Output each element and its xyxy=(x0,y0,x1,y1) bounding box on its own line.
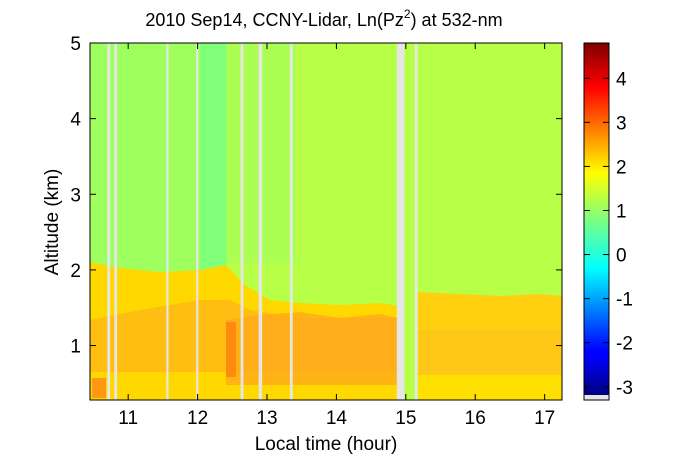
data-gap-3 xyxy=(166,43,169,400)
data-gap-8 xyxy=(396,43,405,400)
x-tick-label-13: 13 xyxy=(256,408,277,429)
colorbar-tick-label-2: 2 xyxy=(616,157,627,178)
y-tick-label-5: 5 xyxy=(70,34,81,55)
y-axis-label: Altitude (km) xyxy=(42,169,63,276)
surface-layer-late xyxy=(418,375,562,400)
x-tick-label-15: 15 xyxy=(395,408,416,429)
colorbar-frame xyxy=(583,42,610,401)
chart-title: 2010 Sep14, CCNY-Lidar, Ln(Pz2) at 532-n… xyxy=(145,7,502,30)
data-gap-4 xyxy=(196,43,199,400)
colorbar: -3 -2 -1 0 1 2 3 4 xyxy=(583,42,633,401)
data-gap-5 xyxy=(240,43,244,400)
chart-title-superscript: 2 xyxy=(404,7,411,21)
data-gap-6 xyxy=(258,43,263,400)
colorbar-tick-label--2: -2 xyxy=(616,334,633,355)
colorbar-gap-swatch xyxy=(584,395,609,400)
y-axis-ticks: 1 2 3 4 5 xyxy=(70,34,562,358)
data-gap-7 xyxy=(289,43,293,400)
boundary-layer-lower-late xyxy=(418,330,562,375)
x-tick-label-14: 14 xyxy=(326,408,348,429)
upper-green-band xyxy=(90,43,296,273)
green-region-midday xyxy=(200,43,227,273)
data-gaps xyxy=(107,43,418,400)
x-axis-ticks: 11 12 13 14 15 16 17 xyxy=(118,43,555,429)
colorbar-tick-label-1: 1 xyxy=(616,201,627,222)
y-tick-label-3: 3 xyxy=(70,185,81,206)
y-tick-label-2: 2 xyxy=(70,261,81,282)
colorbar-tick-label-4: 4 xyxy=(616,69,627,90)
y-tick-label-1: 1 xyxy=(70,337,81,358)
colorbar-ticks: -3 -2 -1 0 1 2 3 4 xyxy=(584,69,633,399)
hotspot-noon xyxy=(226,322,236,377)
chart-title-end: ) at 532-nm xyxy=(411,10,503,30)
hotspot-early xyxy=(92,378,106,398)
colorbar-gradient xyxy=(584,43,609,395)
colorbar-tick-label-3: 3 xyxy=(616,113,627,134)
y-tick-label-4: 4 xyxy=(70,110,81,131)
boundary-layer-dense-mid xyxy=(226,312,398,385)
colorbar-tick-label-0: 0 xyxy=(616,246,627,267)
x-tick-label-11: 11 xyxy=(118,408,138,429)
data-gap-9 xyxy=(414,43,418,400)
x-tick-label-17: 17 xyxy=(534,408,555,429)
plot-frame xyxy=(89,42,563,401)
x-axis-label: Local time (hour) xyxy=(255,434,398,455)
x-tick-label-12: 12 xyxy=(187,408,208,429)
x-tick-label-16: 16 xyxy=(465,408,486,429)
heatmap-plot-area xyxy=(90,43,562,400)
colorbar-tick-label--3: -3 xyxy=(616,378,633,399)
chart-title-main: 2010 Sep14, CCNY-Lidar, Ln(Pz xyxy=(145,10,404,30)
data-gap-1 xyxy=(107,43,111,400)
data-gap-2 xyxy=(114,43,118,400)
colorbar-tick-label--1: -1 xyxy=(616,290,633,311)
